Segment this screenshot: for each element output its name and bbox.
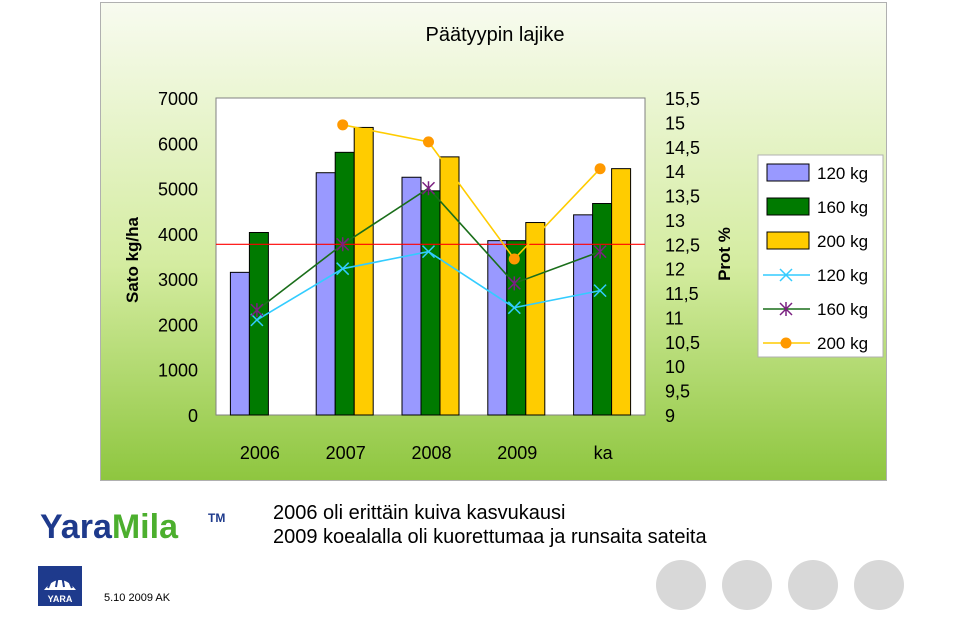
point — [337, 119, 349, 131]
point — [594, 163, 606, 175]
decorative-circle — [854, 560, 904, 610]
y2-tick-label: 11,5 — [665, 284, 699, 304]
legend-swatch — [766, 163, 810, 182]
decorative-circle — [722, 560, 772, 610]
bar — [401, 176, 422, 416]
point — [508, 253, 520, 265]
legend-swatch — [766, 231, 810, 250]
y2-tick-label: 10,5 — [665, 333, 700, 353]
series-line — [342, 124, 601, 261]
point — [336, 262, 350, 276]
legend-label: 160 kg — [817, 300, 868, 319]
legend-label: 200 kg — [817, 232, 868, 251]
bar — [248, 231, 269, 416]
legend-label: 120 kg — [817, 164, 868, 183]
chart-container: Päätyypin lajike Sato kg/ha Prot % 0 1000… — [100, 2, 887, 481]
y2-tick-label: 14 — [665, 162, 685, 182]
point — [780, 337, 792, 349]
point — [779, 302, 793, 316]
y2-tick-label: 9 — [665, 406, 675, 426]
note-line-2: 2009 koealalla oli kuorettumaa ja runsai… — [273, 526, 707, 548]
bar — [487, 240, 508, 416]
decorative-circle — [788, 560, 838, 610]
y2-tick-label: 10 — [665, 357, 685, 377]
y2-axis-label: Prot % — [715, 227, 734, 281]
bar — [334, 151, 355, 416]
y2-tick-label: 13 — [665, 211, 685, 231]
point — [250, 313, 264, 327]
point — [507, 276, 521, 291]
point — [593, 284, 607, 298]
chart-title: Päätyypin lajike — [426, 24, 565, 46]
x-tick-label: 2007 — [326, 443, 366, 463]
y2-tick-label: 14,5 — [665, 138, 700, 158]
svg-text:TM: TM — [208, 511, 225, 525]
x-tick-label: 2009 — [497, 443, 537, 463]
point — [423, 136, 434, 148]
bar — [592, 203, 613, 416]
bar — [525, 222, 546, 416]
bar — [420, 190, 441, 416]
footer-date: 5.10 2009 AK — [104, 592, 171, 604]
y-tick-label: 5000 — [158, 180, 198, 200]
y2-tick-label: 15 — [665, 113, 685, 133]
point — [593, 244, 607, 259]
point — [779, 268, 793, 282]
y2-tick-label: 11 — [665, 308, 684, 328]
svg-text:YARA: YARA — [48, 594, 73, 604]
bar — [229, 271, 250, 416]
x-tick-label: ka — [594, 443, 614, 463]
y-tick-label: 2000 — [158, 315, 198, 335]
y-tick-label: 3000 — [158, 270, 198, 290]
bar — [353, 126, 374, 416]
legend-label: 120 kg — [817, 266, 868, 285]
y2-tick-label: 12 — [665, 260, 685, 280]
decorative-circle — [656, 560, 706, 610]
legend-label: 200 kg — [817, 334, 868, 353]
point — [336, 237, 350, 252]
bar — [611, 168, 632, 416]
point — [421, 181, 436, 196]
y-axis-label: Sato kg/ha — [123, 216, 142, 303]
legend-label: 160 kg — [817, 198, 868, 217]
x-tick-label: 2006 — [240, 443, 280, 463]
note-line-1: 2006 oli erittäin kuiva kasvukausi — [273, 502, 566, 524]
x-tick-label: 2008 — [411, 443, 451, 463]
legend-swatch — [766, 197, 810, 216]
legend-box — [757, 154, 884, 358]
point — [421, 245, 436, 259]
y2-tick-label: 13,5 — [665, 187, 700, 207]
yara-badge-logo: YARA — [38, 566, 82, 606]
bar — [506, 240, 527, 416]
y-tick-label: 1000 — [158, 361, 198, 381]
point — [507, 301, 521, 315]
y-tick-label: 6000 — [158, 134, 198, 154]
y-tick-label: 7000 — [158, 89, 198, 109]
yaramila-logo: YaraMila TM — [40, 508, 225, 546]
point — [250, 303, 264, 318]
y-tick-label: 0 — [188, 406, 198, 426]
chart: Päätyypin lajike Sato kg/ha Prot % 0 1000… — [100, 2, 887, 481]
y-tick-label: 4000 — [158, 225, 198, 245]
y2-tick-label: 9,5 — [665, 382, 690, 402]
y2-tick-label: 15,5 — [665, 89, 700, 109]
svg-text:YaraMila: YaraMila — [40, 508, 179, 546]
y2-tick-label: 12,5 — [665, 235, 700, 255]
bar — [439, 156, 460, 416]
bar — [315, 172, 336, 416]
